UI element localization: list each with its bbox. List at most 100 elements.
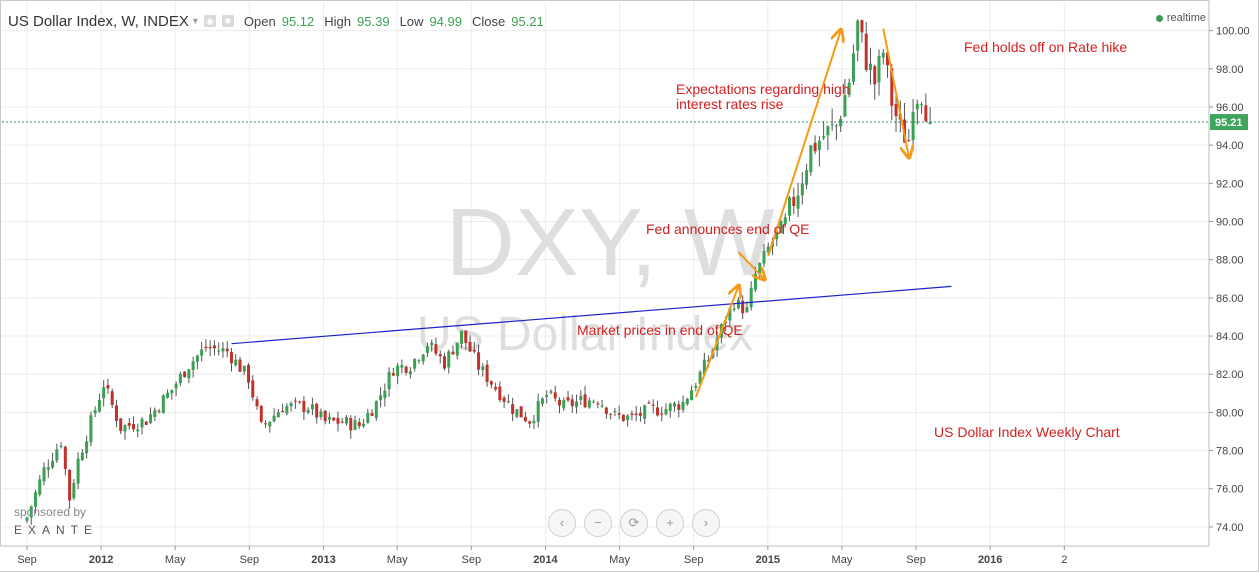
candle <box>809 145 813 176</box>
candle <box>289 401 293 412</box>
open-label: Open <box>243 13 276 29</box>
candle <box>468 335 472 353</box>
candle-body <box>558 399 561 406</box>
candle-body <box>187 369 191 379</box>
candle <box>502 395 506 408</box>
candle <box>366 408 370 424</box>
candle-body <box>127 422 131 426</box>
candle-body <box>25 517 29 521</box>
candle <box>161 394 165 414</box>
candle <box>370 409 374 416</box>
candle-body <box>353 420 357 430</box>
candle-body <box>583 394 587 408</box>
candle <box>860 19 864 43</box>
candle <box>702 352 706 375</box>
candle <box>472 341 476 354</box>
sponsor-block[interactable]: sponsored by EXANTE <box>14 505 98 538</box>
price-tick-label: 96.00 <box>1216 102 1244 114</box>
gear-icon[interactable]: ✱ <box>221 15 234 27</box>
candle <box>851 44 855 85</box>
candle-body <box>42 467 46 482</box>
candle <box>353 415 357 431</box>
candle <box>319 408 323 420</box>
candle <box>634 405 638 422</box>
candle-body <box>566 397 570 401</box>
price-tick-label: 78.00 <box>1216 446 1244 458</box>
candle-body <box>174 383 178 389</box>
candle-body <box>332 417 336 421</box>
candle-body <box>460 330 464 344</box>
candle-body <box>515 409 519 417</box>
candle-body <box>366 413 370 423</box>
scroll-right-button[interactable]: › <box>692 509 720 537</box>
candle <box>877 49 881 96</box>
annotation-arrow <box>737 251 764 279</box>
candle-body <box>626 415 630 420</box>
candle-body <box>924 105 928 122</box>
candle-body <box>881 52 885 58</box>
candle-body <box>523 416 527 422</box>
candle <box>425 342 429 358</box>
candle-body <box>600 405 604 407</box>
candle <box>834 123 838 141</box>
candle-body <box>362 423 366 427</box>
candle-body <box>114 405 118 421</box>
chevron-down-icon[interactable]: ▾ <box>192 15 198 27</box>
reset-button[interactable]: ⟳ <box>620 509 648 537</box>
candle <box>536 393 540 428</box>
candle-body <box>276 412 280 418</box>
candle <box>485 359 489 387</box>
candle-body <box>455 342 459 356</box>
price-tick-label: 86.00 <box>1216 293 1244 305</box>
candle <box>25 516 29 523</box>
candle-body <box>268 421 272 427</box>
candle <box>174 381 178 397</box>
candle <box>349 415 353 439</box>
candle <box>157 408 161 414</box>
candle-body <box>643 405 647 419</box>
candle <box>170 389 174 400</box>
candle-body <box>647 402 651 404</box>
candle-body <box>59 445 63 447</box>
candle <box>400 359 404 374</box>
candle-body <box>783 217 787 224</box>
candle <box>523 411 527 423</box>
candle-body <box>425 346 429 353</box>
scroll-left-button[interactable]: ‹ <box>548 509 576 537</box>
candle-body <box>894 103 898 117</box>
candle <box>655 400 659 417</box>
candle <box>690 385 694 401</box>
candle <box>881 49 885 65</box>
close-label: Close <box>471 13 506 29</box>
candle-body <box>826 126 830 136</box>
eye-icon[interactable]: ◉ <box>203 15 216 27</box>
zoom-out-button[interactable]: − <box>584 509 612 537</box>
candle <box>327 412 331 425</box>
candle-body <box>506 401 510 403</box>
candle <box>379 387 383 408</box>
candle-body <box>668 403 672 411</box>
candle <box>387 367 391 397</box>
candle-body <box>766 246 770 253</box>
candle <box>413 358 417 372</box>
candle <box>630 410 634 421</box>
candle-body <box>208 346 212 349</box>
sponsor-brand[interactable]: EXANTE <box>14 523 99 537</box>
low-value: 94.99 <box>429 13 462 29</box>
candle <box>76 452 80 490</box>
symbol-title[interactable]: US Dollar Index, W, INDEX <box>8 12 189 30</box>
candle-body <box>336 417 340 424</box>
candle-body <box>80 452 84 461</box>
zoom-in-button[interactable]: + <box>656 509 684 537</box>
candle <box>498 381 502 403</box>
candle <box>119 418 123 435</box>
candle-body <box>251 380 255 398</box>
candle <box>72 479 76 501</box>
candle-body <box>851 53 855 82</box>
price-tick-label: 80.00 <box>1216 407 1244 419</box>
price-tick-label: 84.00 <box>1216 331 1244 343</box>
realtime-label: realtime <box>1166 12 1206 24</box>
time-tick-label: 2012 <box>89 554 113 566</box>
price-axis-bg <box>1209 0 1258 571</box>
